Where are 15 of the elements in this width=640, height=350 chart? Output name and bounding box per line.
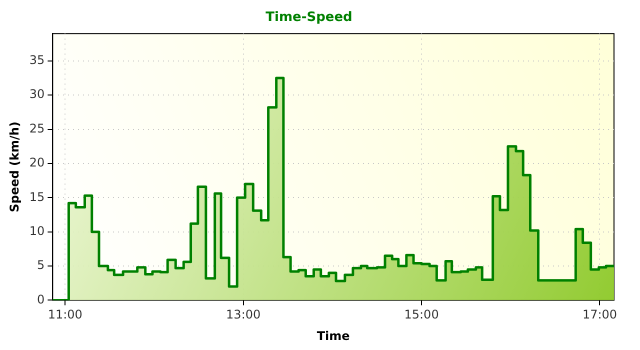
- y-axis-title: Speed (km/h): [7, 122, 22, 212]
- y-tick-label: 5: [37, 258, 45, 272]
- x-tick-label: 15:00: [404, 308, 439, 322]
- y-tick-label: 15: [29, 190, 45, 204]
- x-tick-label: 13:00: [226, 308, 261, 322]
- y-tick-label: 35: [29, 53, 45, 68]
- x-tick-label: 17:00: [582, 308, 618, 322]
- chart-title: Time-Speed: [266, 10, 352, 26]
- y-tick-label: 10: [29, 224, 45, 238]
- y-tick-label: 30: [29, 87, 45, 102]
- y-tick-label: 20: [29, 156, 45, 170]
- y-tick-label: 0: [37, 292, 45, 306]
- y-tick-label: 25: [29, 121, 45, 136]
- x-axis-title: Time: [316, 328, 350, 343]
- x-tick-label: 11:00: [48, 308, 82, 322]
